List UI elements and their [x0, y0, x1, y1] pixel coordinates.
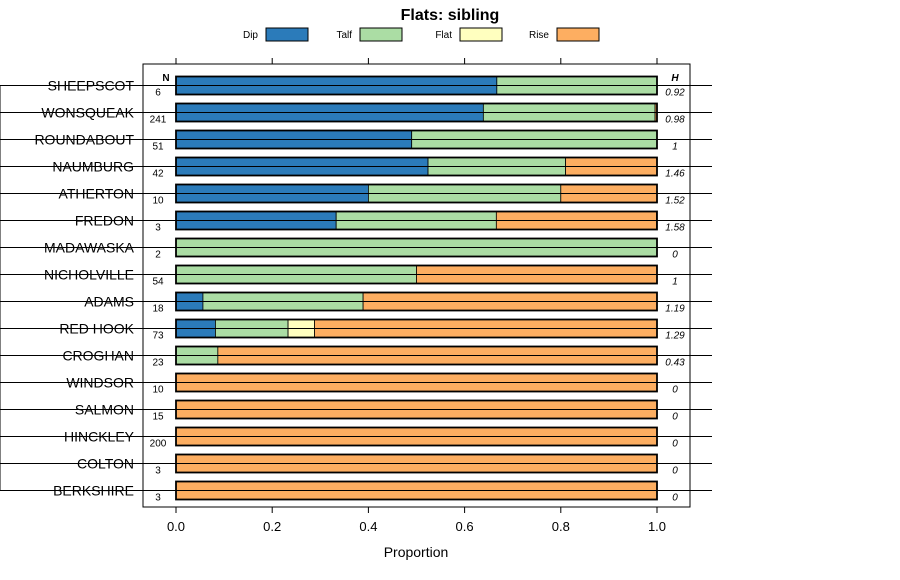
row-windsor: WINDSOR 10 0: [66, 372, 678, 396]
row-fredon: FREDON 3 1.58: [75, 210, 685, 234]
row-h-value: 1: [672, 277, 678, 288]
x-tick-label: 0.6: [456, 519, 474, 534]
row-n-value: 3: [155, 223, 161, 234]
row-adams: ADAMS 18 1.19: [84, 291, 685, 315]
row-h-value: 0.98: [665, 115, 685, 126]
legend-swatch-dip: [265, 27, 309, 42]
row-h-value: 0: [672, 493, 678, 504]
row-n-value: 51: [152, 142, 164, 153]
row-n-value: 18: [152, 304, 164, 315]
legend-label-dip: Dip: [243, 30, 258, 41]
row-h-value: 1.29: [665, 331, 685, 342]
legend-label-talf: Talf: [336, 30, 352, 41]
x-tick-label: 0.4: [359, 519, 377, 534]
x-axis: 0.0 0.2 0.4 0.6 0.8 1.0: [167, 58, 666, 534]
row-n-value: 200: [150, 439, 167, 450]
row-wonsqueak: WONSQUEAK 241 0.98: [41, 102, 685, 126]
row-h-value: 1.46: [665, 169, 685, 180]
row-n-value: 10: [152, 385, 164, 396]
row-h-value: 1.58: [665, 223, 685, 234]
row-h-value: 0.92: [665, 88, 685, 99]
row-berkshire: BERKSHIRE 3 0: [53, 480, 678, 504]
row-h-value: 0: [672, 385, 678, 396]
row-h-value: 1.52: [665, 196, 685, 207]
row-h-value: 1: [672, 142, 678, 153]
plot-panel: [142, 63, 691, 508]
x-tick-label: 0.2: [263, 519, 281, 534]
row-n-value: 3: [155, 493, 161, 504]
row-atherton: ATHERTON 10 1.52: [59, 183, 685, 207]
legend-swatch-talf: [359, 27, 403, 42]
n-header: N: [162, 73, 169, 84]
row-n-value: 10: [152, 196, 164, 207]
row-h-value: 0: [672, 466, 678, 477]
row-h-value: 0: [672, 412, 678, 423]
x-tick-label: 0.8: [552, 519, 570, 534]
row-n-value: 6: [155, 88, 161, 99]
row-roundabout: ROUNDABOUT 51 1: [34, 129, 678, 153]
row-naumburg: NAUMBURG 42 1.46: [52, 156, 685, 180]
row-h-value: 0.43: [665, 358, 685, 369]
row-h-value: 1.19: [665, 304, 685, 315]
row-n-value: 73: [152, 331, 164, 342]
row-colton: COLTON 3 0: [77, 453, 678, 477]
row-n-value: 2: [155, 250, 161, 261]
legend-label-flat: Flat: [435, 30, 452, 41]
dendrogram: [0, 85, 712, 491]
x-tick-label: 0.0: [167, 519, 185, 534]
row-croghan: CROGHAN 23 0.43: [62, 345, 685, 369]
row-nicholville: NICHOLVILLE 54 1: [44, 264, 678, 288]
row-n-value: 3: [155, 466, 161, 477]
legend-label-rise: Rise: [529, 30, 549, 41]
row-red-hook: RED HOOK 73 1.29: [59, 318, 685, 342]
h-header: H: [671, 73, 679, 84]
legend-swatch-rise: [556, 27, 600, 42]
x-tick-label: 1.0: [648, 519, 666, 534]
row-madawaska: MADAWASKA 2 0: [44, 237, 678, 261]
row-salmon: SALMON 15 0: [75, 399, 678, 423]
legend-swatch-flat: [459, 27, 503, 42]
row-n-value: 23: [152, 358, 164, 369]
row-hinckley: HINCKLEY 200 0: [64, 426, 678, 450]
row-n-value: 42: [152, 169, 164, 180]
row-h-value: 0: [672, 439, 678, 450]
x-axis-label: Proportion: [384, 544, 449, 560]
row-n-value: 15: [152, 412, 164, 423]
legend: Dip Talf Flat Rise: [243, 27, 600, 42]
row-h-value: 0: [672, 250, 678, 261]
chart-title: Flats: sibling: [401, 7, 500, 24]
row-n-value: 241: [150, 115, 167, 126]
row-n-value: 54: [152, 277, 164, 288]
